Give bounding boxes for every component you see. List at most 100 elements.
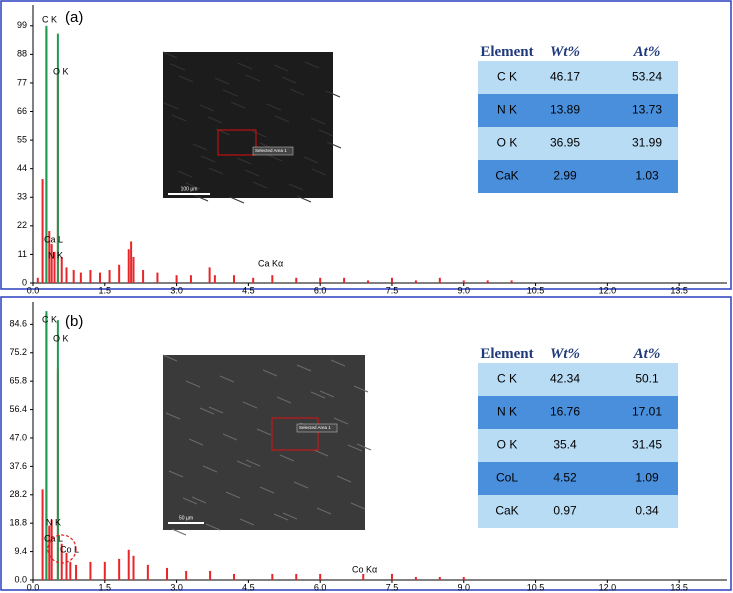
spectrum-bar: [146, 564, 149, 580]
texture: [200, 155, 216, 163]
y-tick-label: 66: [17, 106, 27, 116]
texture: [318, 129, 334, 137]
spectrum-bar: [209, 570, 212, 580]
table-cell: 42.34: [550, 372, 580, 386]
panel-label: (b): [65, 313, 83, 330]
texture: [274, 115, 290, 123]
table-header: At%: [633, 346, 661, 362]
texture: [165, 412, 181, 420]
spectrum-bar: [414, 280, 417, 283]
y-tick-label: 84.6: [9, 319, 27, 329]
scale-label: 100 µm: [181, 186, 198, 192]
y-tick-label: 18.8: [9, 518, 27, 528]
spectrum-bar: [65, 267, 68, 283]
texture: [244, 169, 260, 177]
y-tick-label: 33: [17, 192, 27, 202]
table-header: Wt%: [550, 346, 580, 362]
spectrum-bar: [166, 567, 169, 580]
spectrum-bar: [233, 275, 236, 283]
selected-area: [217, 129, 257, 156]
peak-label: O K: [53, 66, 69, 76]
texture: [303, 156, 319, 164]
selected-area: [271, 417, 319, 451]
texture: [236, 157, 252, 165]
spectrum-bar: [127, 549, 130, 580]
x-tick-label: 10.5: [527, 582, 545, 592]
texture: [273, 513, 289, 521]
table-cell: 2.99: [553, 169, 577, 183]
texture: [214, 77, 230, 85]
texture: [229, 196, 245, 204]
table-cell: 31.99: [632, 136, 662, 150]
texture: [245, 74, 261, 82]
texture: [336, 475, 352, 483]
texture: [225, 491, 241, 499]
texture: [259, 486, 275, 494]
panel: (b) 0.0 9.4 18.8 28.2 37.6 47.0 56.4 65.8 75.2 84.…: [9, 302, 727, 592]
peak-label: C K: [42, 314, 57, 324]
spectrum-bar: [510, 280, 513, 283]
y-tick-label: 0: [22, 277, 27, 287]
spectrum-bar: [343, 277, 346, 283]
texture: [219, 375, 235, 383]
spectrum-bar: [362, 573, 365, 580]
texture: [266, 103, 282, 111]
x-tick-label: 6.0: [314, 582, 327, 592]
spectrum-bar: [175, 275, 178, 283]
spectrum-bar: [132, 257, 135, 283]
spectrum-bar: [89, 561, 92, 580]
peak-label: Co Kα: [352, 564, 377, 574]
spectrum-bar: [50, 519, 53, 580]
texture: [202, 465, 218, 473]
texture: [356, 443, 372, 451]
x-tick-label: 4.5: [242, 285, 255, 295]
spectrum-bar: [390, 573, 393, 580]
x-tick-label: 9.0: [458, 582, 471, 592]
texture: [236, 460, 252, 468]
spectrum-bar: [208, 267, 211, 283]
table-header: Element: [480, 44, 533, 60]
spectrum-bar: [75, 564, 78, 580]
spectrum-bar: [319, 277, 322, 283]
table-row: [478, 462, 678, 495]
x-tick-label: 3.0: [170, 582, 183, 592]
texture: [207, 116, 223, 124]
peak-label: N K: [48, 250, 63, 260]
texture: [222, 433, 238, 441]
texture: [171, 528, 187, 536]
texture: [185, 380, 201, 388]
spectrum-bar: [118, 558, 121, 580]
area-label-box: [252, 146, 294, 156]
texture: [276, 396, 292, 404]
spectrum-bar: [108, 270, 111, 283]
table-cell: 36.95: [550, 136, 580, 150]
table-cell: 0.97: [553, 504, 577, 518]
peak-label: Co L: [60, 544, 79, 554]
texture: [191, 496, 207, 504]
texture: [182, 497, 198, 505]
texture: [252, 181, 268, 189]
texture: [188, 438, 204, 446]
x-tick-label: 7.5: [386, 285, 399, 295]
texture: [162, 354, 178, 362]
table-cell: 35.4: [553, 438, 577, 452]
texture: [162, 51, 178, 59]
y-tick-label: 11: [18, 249, 27, 259]
panel-border: [0, 296, 732, 591]
y-tick-label: 56.4: [9, 404, 27, 414]
x-tick-label: 1.5: [99, 285, 112, 295]
texture: [330, 359, 346, 367]
x-tick-label: 0.0: [27, 582, 40, 592]
table-cell: 4.52: [553, 471, 577, 485]
panel: (a) 0 11 22 33 44 55 66 77 88 99 0.0 1.5 3.0 4.5 6.0 7.5…: [17, 5, 727, 295]
texture: [304, 61, 320, 69]
spectrum-bar: [319, 573, 322, 580]
table-header: Element: [480, 346, 533, 362]
spectrum-bar: [89, 270, 92, 283]
sem-image: [163, 52, 333, 198]
spectrum-bar: [69, 561, 72, 580]
x-tick-label: 13.5: [670, 285, 688, 295]
spectrum-bar: [48, 525, 51, 580]
spectrum-bar: [367, 280, 370, 283]
texture: [316, 507, 332, 515]
